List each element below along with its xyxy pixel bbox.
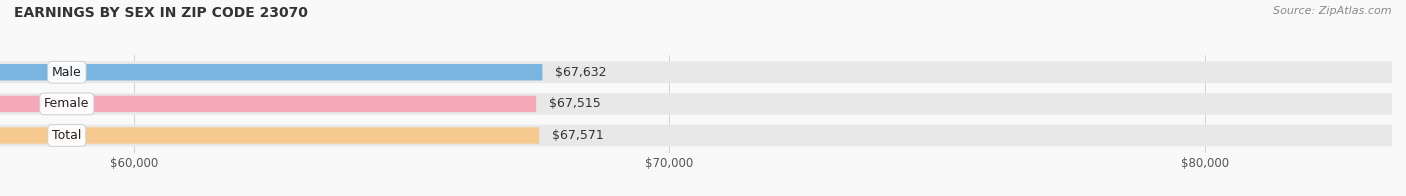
FancyBboxPatch shape <box>0 127 538 144</box>
Text: $67,571: $67,571 <box>551 129 603 142</box>
Text: Female: Female <box>44 97 90 110</box>
Text: Source: ZipAtlas.com: Source: ZipAtlas.com <box>1274 6 1392 16</box>
FancyBboxPatch shape <box>0 125 1392 146</box>
Text: Total: Total <box>52 129 82 142</box>
Text: $67,515: $67,515 <box>548 97 600 110</box>
FancyBboxPatch shape <box>0 62 1392 83</box>
Text: Male: Male <box>52 66 82 79</box>
FancyBboxPatch shape <box>0 96 536 112</box>
FancyBboxPatch shape <box>0 64 543 81</box>
FancyBboxPatch shape <box>0 93 1392 115</box>
Text: $67,632: $67,632 <box>555 66 606 79</box>
Text: EARNINGS BY SEX IN ZIP CODE 23070: EARNINGS BY SEX IN ZIP CODE 23070 <box>14 6 308 20</box>
